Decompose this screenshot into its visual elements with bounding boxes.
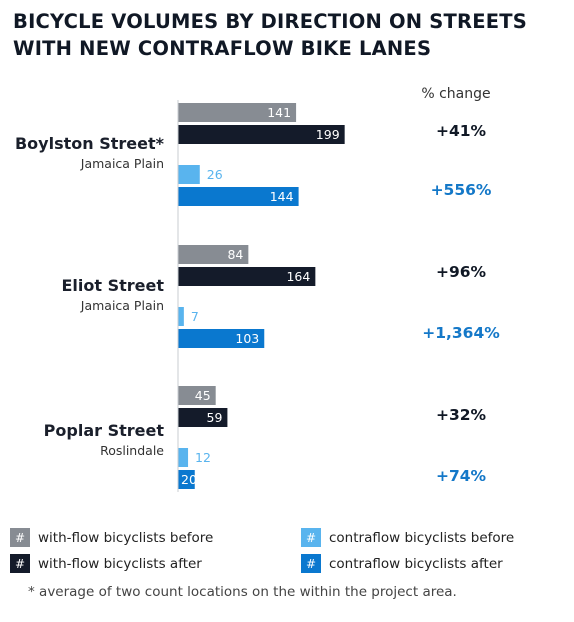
data-label-eliot-street-with-flow-bicyclists-before: 84 [227, 247, 243, 262]
data-label-eliot-street-with-flow-bicyclists-after: 164 [286, 269, 310, 284]
bar-poplar-street-with-flow-bicyclists-after [178, 408, 228, 427]
bar-eliot-street-with-flow-bicyclists-after [178, 267, 316, 286]
legend-swatch: # [10, 528, 30, 547]
legend-label: with-flow bicyclists after [38, 555, 202, 572]
data-label-boylston-street-with-flow-bicyclists-after: 199 [316, 127, 340, 142]
data-label-poplar-street-contraflow-bicyclists-before: 12 [195, 450, 211, 465]
bar-boylston-street-with-flow-bicyclists-after [178, 125, 345, 144]
bar-poplar-street-contraflow-bicyclists-after [178, 470, 195, 489]
data-label-eliot-street-contraflow-bicyclists-before: 7 [191, 309, 199, 324]
pct-change-contraflow-eliot: +1,364% [422, 324, 500, 342]
street-sub-eliot: Jamaica Plain [80, 298, 164, 313]
street-name-eliot: Eliot Street [61, 276, 164, 295]
data-label-eliot-street-contraflow-bicyclists-after: 103 [235, 331, 259, 346]
data-label-boylston-street-with-flow-bicyclists-before: 141 [267, 105, 291, 120]
pct-change-withflow-poplar: +32% [435, 406, 487, 424]
data-label-poplar-street-with-flow-bicyclists-after: 59 [207, 410, 223, 425]
data-label-boylston-street-contraflow-bicyclists-before: 26 [207, 167, 223, 182]
bar-eliot-street-contraflow-bicyclists-before [178, 307, 184, 326]
pct-change-withflow-eliot: +96% [435, 263, 487, 281]
bar-eliot-street-contraflow-bicyclists-after [178, 329, 265, 348]
data-label-poplar-street-with-flow-bicyclists-before: 45 [195, 388, 211, 403]
pct-change-withflow-boylston: +41% [435, 122, 487, 140]
street-name-boylston: Boylston Street* [14, 134, 164, 153]
data-label-poplar-street-contraflow-bicyclists-after: 20 [181, 472, 197, 487]
pct-change-header: % change [421, 86, 491, 102]
street-sub-poplar: Roslindale [100, 443, 164, 458]
pct-change-contraflow-poplar: +74% [435, 467, 487, 485]
data-label-boylston-street-contraflow-bicyclists-after: 144 [270, 189, 294, 204]
footnote: * average of two count locations on the … [28, 584, 457, 600]
bar-boylston-street-contraflow-bicyclists-after [178, 187, 299, 206]
legend-swatch: # [301, 554, 321, 573]
bar-eliot-street-with-flow-bicyclists-before [178, 245, 249, 264]
legend-item-with-flow-before: # with-flow bicyclists before [10, 528, 213, 547]
bar-poplar-street-contraflow-bicyclists-before [178, 448, 189, 467]
street-name-poplar: Poplar Street [43, 421, 164, 440]
chart-title: BICYCLE VOLUMES BY DIRECTION ON STREETS … [13, 10, 528, 60]
pct-change-contraflow-boylston: +556% [430, 181, 492, 199]
legend-label: contraflow bicyclists before [329, 529, 515, 546]
legend-label: contraflow bicyclists after [329, 555, 503, 572]
legend-swatch: # [10, 554, 30, 573]
legend-item-contraflow-before: # contraflow bicyclists before [301, 528, 514, 547]
street-sub-boylston: Jamaica Plain [80, 156, 164, 171]
legend-item-contraflow-after: # contraflow bicyclists after [301, 554, 503, 573]
legend-label: with-flow bicyclists before [38, 529, 214, 546]
bar-boylston-street-with-flow-bicyclists-before [178, 103, 297, 122]
bar-boylston-street-contraflow-bicyclists-before [178, 165, 200, 184]
bar-poplar-street-with-flow-bicyclists-before [178, 386, 216, 405]
legend-item-with-flow-after: # with-flow bicyclists after [10, 554, 202, 573]
legend-swatch: # [301, 528, 321, 547]
